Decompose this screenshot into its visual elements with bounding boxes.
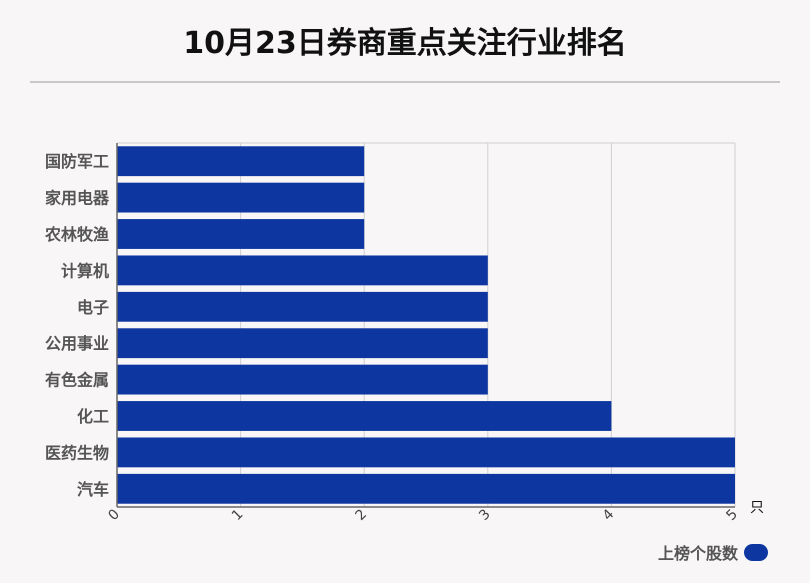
category-label: 农林牧渔 bbox=[44, 225, 109, 244]
chart-title: 10月23日券商重点关注行业排名 bbox=[183, 26, 627, 61]
x-unit-label: 只 bbox=[750, 500, 764, 516]
x-tick-label: 3 bbox=[476, 506, 494, 524]
category-label: 计算机 bbox=[61, 261, 109, 280]
x-tick-label: 0 bbox=[105, 506, 123, 524]
category-label: 化工 bbox=[77, 407, 109, 426]
bar bbox=[117, 437, 735, 468]
bar bbox=[117, 473, 735, 504]
bar bbox=[117, 364, 488, 395]
x-tick-labels: 0 1 2 3 4 5 bbox=[105, 506, 741, 524]
legend-label: 上榜个股数 bbox=[657, 544, 738, 563]
legend-swatch bbox=[744, 543, 768, 561]
bar bbox=[117, 219, 365, 249]
category-label: 电子 bbox=[77, 298, 109, 317]
legend: 上榜个股数 bbox=[658, 540, 768, 564]
category-label: 国防军工 bbox=[45, 152, 109, 171]
bar bbox=[117, 146, 365, 177]
bar bbox=[117, 291, 488, 322]
x-tick-label: 1 bbox=[229, 506, 247, 524]
bar bbox=[117, 255, 488, 286]
x-tick-label: 4 bbox=[600, 506, 618, 524]
category-label: 家用电器 bbox=[45, 189, 110, 208]
x-tick-label: 2 bbox=[353, 506, 371, 524]
bars bbox=[117, 146, 735, 504]
bar bbox=[117, 182, 365, 213]
bar bbox=[117, 401, 612, 431]
category-label: 有色金属 bbox=[45, 371, 109, 390]
bar bbox=[117, 328, 488, 359]
axes bbox=[116, 143, 735, 508]
category-label: 汽车 bbox=[77, 480, 109, 499]
x-tick-label: 5 bbox=[723, 506, 741, 524]
category-label: 公用事业 bbox=[45, 334, 109, 353]
category-label: 医药生物 bbox=[45, 443, 109, 462]
title-divider bbox=[30, 81, 780, 83]
